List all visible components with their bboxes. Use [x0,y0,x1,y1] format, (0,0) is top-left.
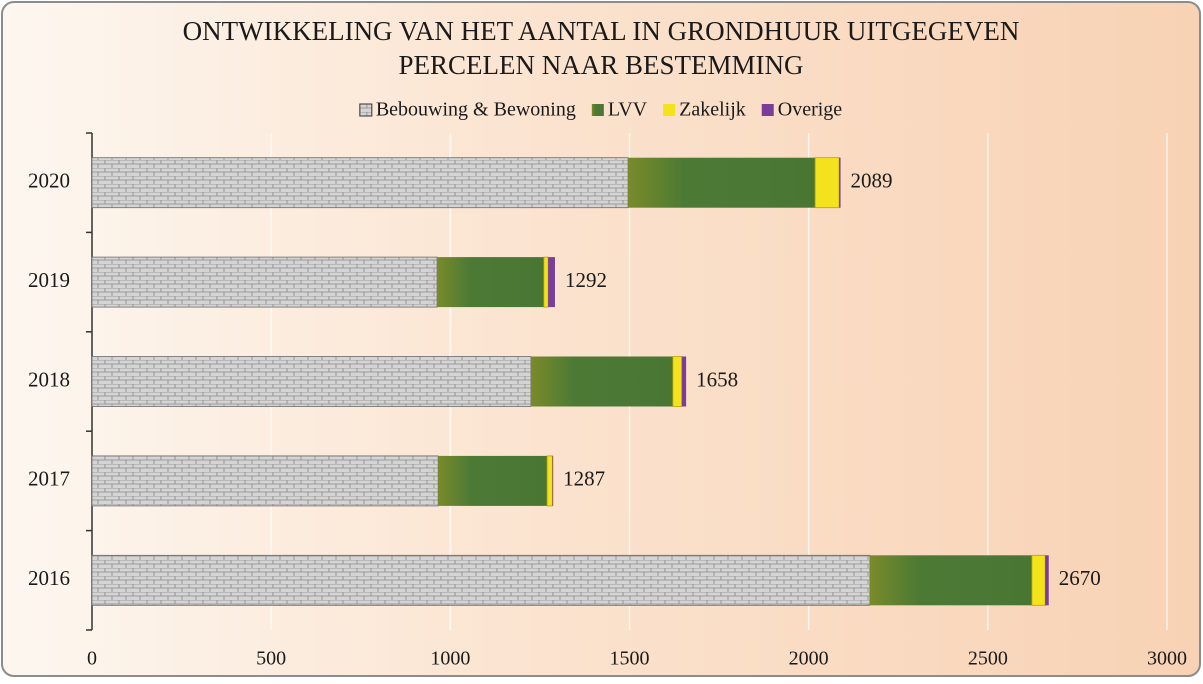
legend-item: Overige [761,99,843,121]
legend-swatch [359,103,373,117]
x-tick-label: 2500 [968,648,1008,670]
bar-segment [437,257,544,308]
total-label: 1292 [565,268,607,292]
x-tick-label: 1000 [430,648,470,670]
legend-swatch [591,104,604,116]
y-tick-label: 2016 [28,566,70,590]
bar-segment [91,157,629,209]
chart-title: PERCELEN NAAR BESTEMMING [398,50,803,80]
legend-item: LVV [591,99,648,121]
bar-segment [672,356,683,407]
legend-label: LVV [608,99,648,121]
bar-segment [869,555,1032,606]
bar-segment [438,455,548,506]
bar-segment [543,256,549,308]
x-tick-label: 500 [256,648,286,670]
x-tick-label: 1500 [610,648,650,670]
x-tick-label: 2000 [789,648,829,670]
bar-segment [1045,555,1049,606]
legend-label: Zakelijk [679,99,746,121]
chart-title: ONTWIKKELING VAN HET AANTAL IN GRONDHUUR… [183,16,1020,46]
legend-label: Overige [778,99,843,121]
legend-label: Bebouwing & Bewoning [376,99,576,121]
bar-segment [91,554,871,606]
bar-segment [546,455,553,507]
bar-segment [1031,554,1046,606]
bar-segment [552,455,554,506]
bar-segment [628,157,816,208]
x-tick-label: 3000 [1147,648,1187,670]
bar-segment [91,356,532,407]
bar-segment [548,257,555,308]
legend-item: Bebouwing & Bewoning [359,99,576,121]
legend: Bebouwing & Bewoning LVV Zakelijk Overige [359,99,843,121]
total-label: 1287 [563,467,605,491]
total-label: 2089 [851,169,893,193]
y-tick-label: 2020 [28,169,70,193]
total-label: 2670 [1059,566,1101,590]
legend-item: Zakelijk [663,99,746,121]
bar-segment [814,157,840,209]
bar-segment [530,356,673,407]
x-tick-label: 0 [87,648,97,670]
y-tick-label: 2018 [28,367,70,391]
legend-swatch [663,104,676,116]
bar-segment [91,256,438,308]
bar-segment [681,356,687,407]
total-label: 1658 [696,367,738,391]
bar-segment [91,455,439,507]
bar-segment [839,157,841,208]
legend-swatch [761,104,774,116]
y-tick-label: 2017 [28,467,70,491]
y-tick-label: 2019 [28,268,70,292]
